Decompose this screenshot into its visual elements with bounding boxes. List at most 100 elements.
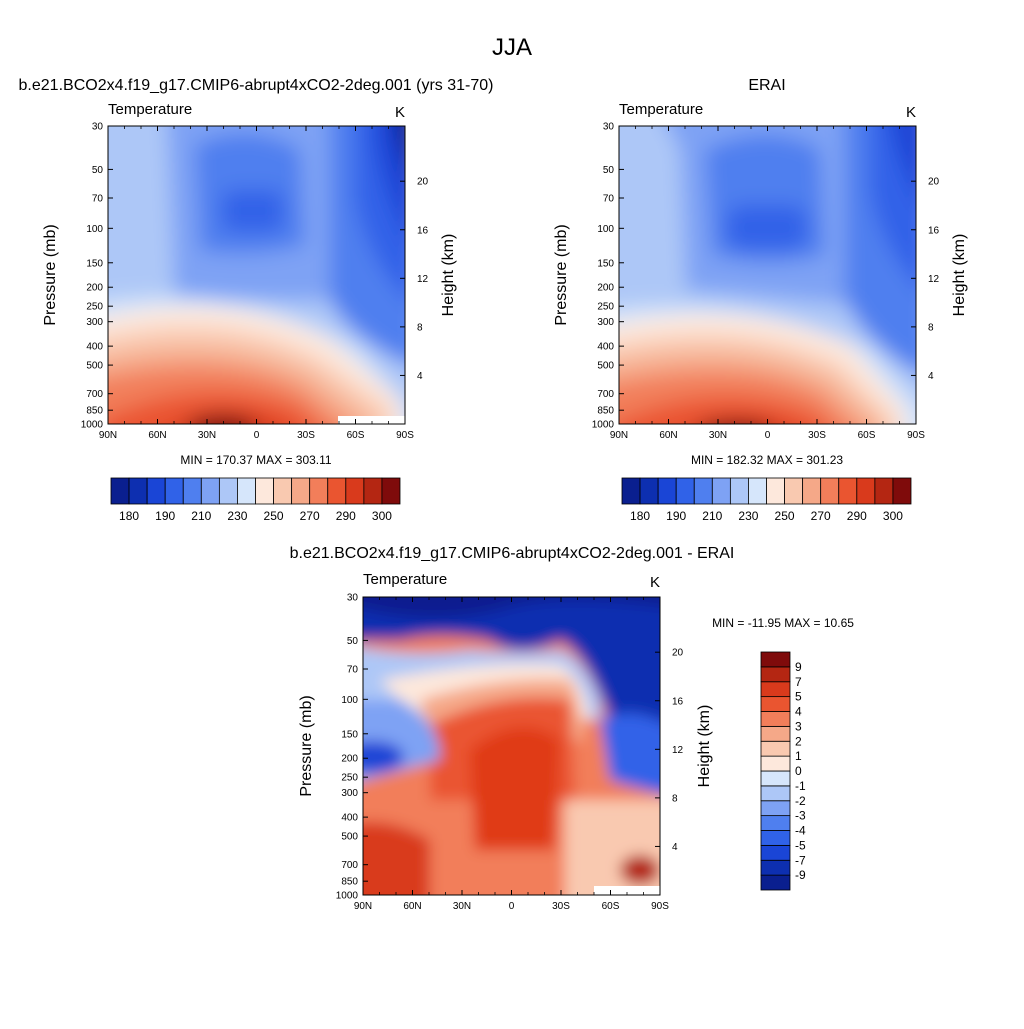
- panel-diff-axes: 90N 60N 30N 0 30S 60S 90S 30 50 70 100 150 200 250 300…: [336, 593, 684, 913]
- colorbar-swatch: [200, 477, 220, 505]
- panel-obs-field: [619, 126, 916, 424]
- y-tick-label: 200: [597, 283, 614, 294]
- diff-band-south-cold: [600, 713, 660, 794]
- panel-model: b.e21.BCO2x4.f19_g17.CMIP6-abrupt4xCO2-2…: [19, 77, 494, 523]
- colorbar-swatch: [760, 696, 791, 712]
- x-tick-label: 60N: [403, 901, 421, 912]
- colorbar-swatch: [182, 477, 202, 505]
- panel-obs-left-label: Temperature: [619, 101, 703, 118]
- model-band-tropopause-core: [222, 190, 284, 232]
- y2-tick-label: 12: [672, 745, 684, 756]
- colorbar-swatch: [802, 477, 822, 505]
- y-tick-label: 30: [92, 122, 104, 133]
- colorbar-swatch: [693, 477, 713, 505]
- colorbar-label: -2: [795, 794, 806, 808]
- panel-obs-colorbar: 180 190 210 230 250 270 290 300: [621, 477, 912, 523]
- model-band-300: [188, 414, 256, 424]
- colorbar-label: 300: [372, 509, 392, 523]
- y-tick-label: 150: [341, 729, 358, 740]
- colorbar-label: 250: [775, 509, 795, 523]
- panel-obs-ylabel: Pressure (mb): [553, 224, 570, 325]
- y-tick-label: 70: [603, 194, 615, 205]
- colorbar-label: 180: [630, 509, 650, 523]
- x-tick-label: 30S: [552, 901, 570, 912]
- model-band-polar-3: [375, 126, 405, 232]
- colorbar-label: 210: [191, 509, 211, 523]
- colorbar-swatch: [675, 477, 695, 505]
- obs-band-295: [704, 418, 784, 424]
- obs-band-290: [619, 397, 824, 424]
- y-tick-label: 500: [597, 361, 614, 372]
- colorbar-swatch: [218, 477, 238, 505]
- colorbar-swatch: [273, 477, 293, 505]
- y-tick-label: 1000: [81, 420, 104, 431]
- diff-band-5: [470, 727, 560, 850]
- x-tick-label: 90S: [396, 430, 414, 441]
- colorbar-swatch: [760, 844, 791, 861]
- colorbar-label: -1: [795, 779, 806, 793]
- y-tick-label: 700: [341, 860, 358, 871]
- diff-band-top-coldest: [363, 597, 660, 618]
- x-tick-label: 90S: [907, 430, 925, 441]
- colorbar-label: 270: [300, 509, 320, 523]
- y-tick-label: 500: [341, 832, 358, 843]
- colorbar-swatch: [760, 666, 791, 683]
- x-tick-label: 30S: [297, 430, 315, 441]
- x-tick-label: 30N: [198, 430, 216, 441]
- colorbar-swatch: [760, 830, 791, 846]
- panel-obs-ylabel-right: Height (km): [951, 234, 968, 317]
- y-tick-label: 700: [86, 389, 103, 400]
- colorbar-label: 290: [847, 509, 867, 523]
- colorbar-swatch: [820, 477, 840, 505]
- panel-model-colorbar: 180 190 210 230 250 270 290 300: [110, 477, 401, 523]
- colorbar-swatch: [760, 770, 791, 787]
- y-tick-label: 400: [86, 342, 103, 353]
- colorbar-label: 1: [795, 749, 802, 763]
- colorbar-swatch: [309, 477, 329, 505]
- panel-model-axes: 90N 60N 30N 0 30S 60S 90S 30 50 70 100 150 200 250 300…: [81, 122, 429, 442]
- y-tick-label: 700: [597, 389, 614, 400]
- panel-model-left-label: Temperature: [108, 101, 192, 118]
- panel-obs-title: ERAI: [748, 77, 785, 94]
- colorbar-label: 9: [795, 660, 802, 674]
- panel-diff-field: [363, 597, 660, 895]
- panel-model-units: K: [395, 104, 405, 121]
- colorbar-swatch: [657, 477, 677, 505]
- y-tick-label: 300: [341, 788, 358, 799]
- y-tick-label: 250: [86, 302, 103, 313]
- y2-tick-label: 20: [417, 177, 429, 188]
- colorbar-swatch: [363, 477, 383, 505]
- y-tick-label: 300: [597, 317, 614, 328]
- y-tick-label: 250: [341, 773, 358, 784]
- y-tick-label: 70: [347, 665, 359, 676]
- y-tick-label: 150: [86, 258, 103, 269]
- colorbar-label: -9: [795, 868, 806, 882]
- y-tick-label: 200: [86, 283, 103, 294]
- colorbar-label: 190: [666, 509, 686, 523]
- colorbar-label: 270: [811, 509, 831, 523]
- model-missing-topography: [338, 416, 405, 424]
- y-tick-label: 100: [86, 224, 103, 235]
- obs-band-tropopause-core: [726, 205, 808, 250]
- colorbar-label: 210: [702, 509, 722, 523]
- colorbar-swatch: [639, 477, 659, 505]
- colorbar-swatch: [748, 477, 767, 505]
- y-tick-label: 400: [341, 813, 358, 824]
- colorbar-label: -3: [795, 809, 806, 823]
- model-band-290: [108, 392, 314, 424]
- panel-model-stats: MIN = 170.37 MAX = 303.11: [180, 453, 332, 467]
- y-tick-label: 1000: [336, 891, 359, 902]
- y-tick-label: 200: [341, 754, 358, 765]
- panel-model-field: [108, 126, 405, 424]
- colorbar-swatch: [345, 477, 365, 505]
- y2-tick-label: 8: [417, 322, 423, 333]
- y2-tick-label: 12: [928, 274, 940, 285]
- panel-model-ylabel: Pressure (mb): [42, 224, 59, 325]
- colorbar-label: 7: [795, 675, 802, 689]
- panel-model-ylabel-right: Height (km): [440, 234, 457, 317]
- panel-diff-left-label: Temperature: [363, 571, 447, 588]
- colorbar-label: 190: [155, 509, 175, 523]
- y-tick-label: 100: [341, 695, 358, 706]
